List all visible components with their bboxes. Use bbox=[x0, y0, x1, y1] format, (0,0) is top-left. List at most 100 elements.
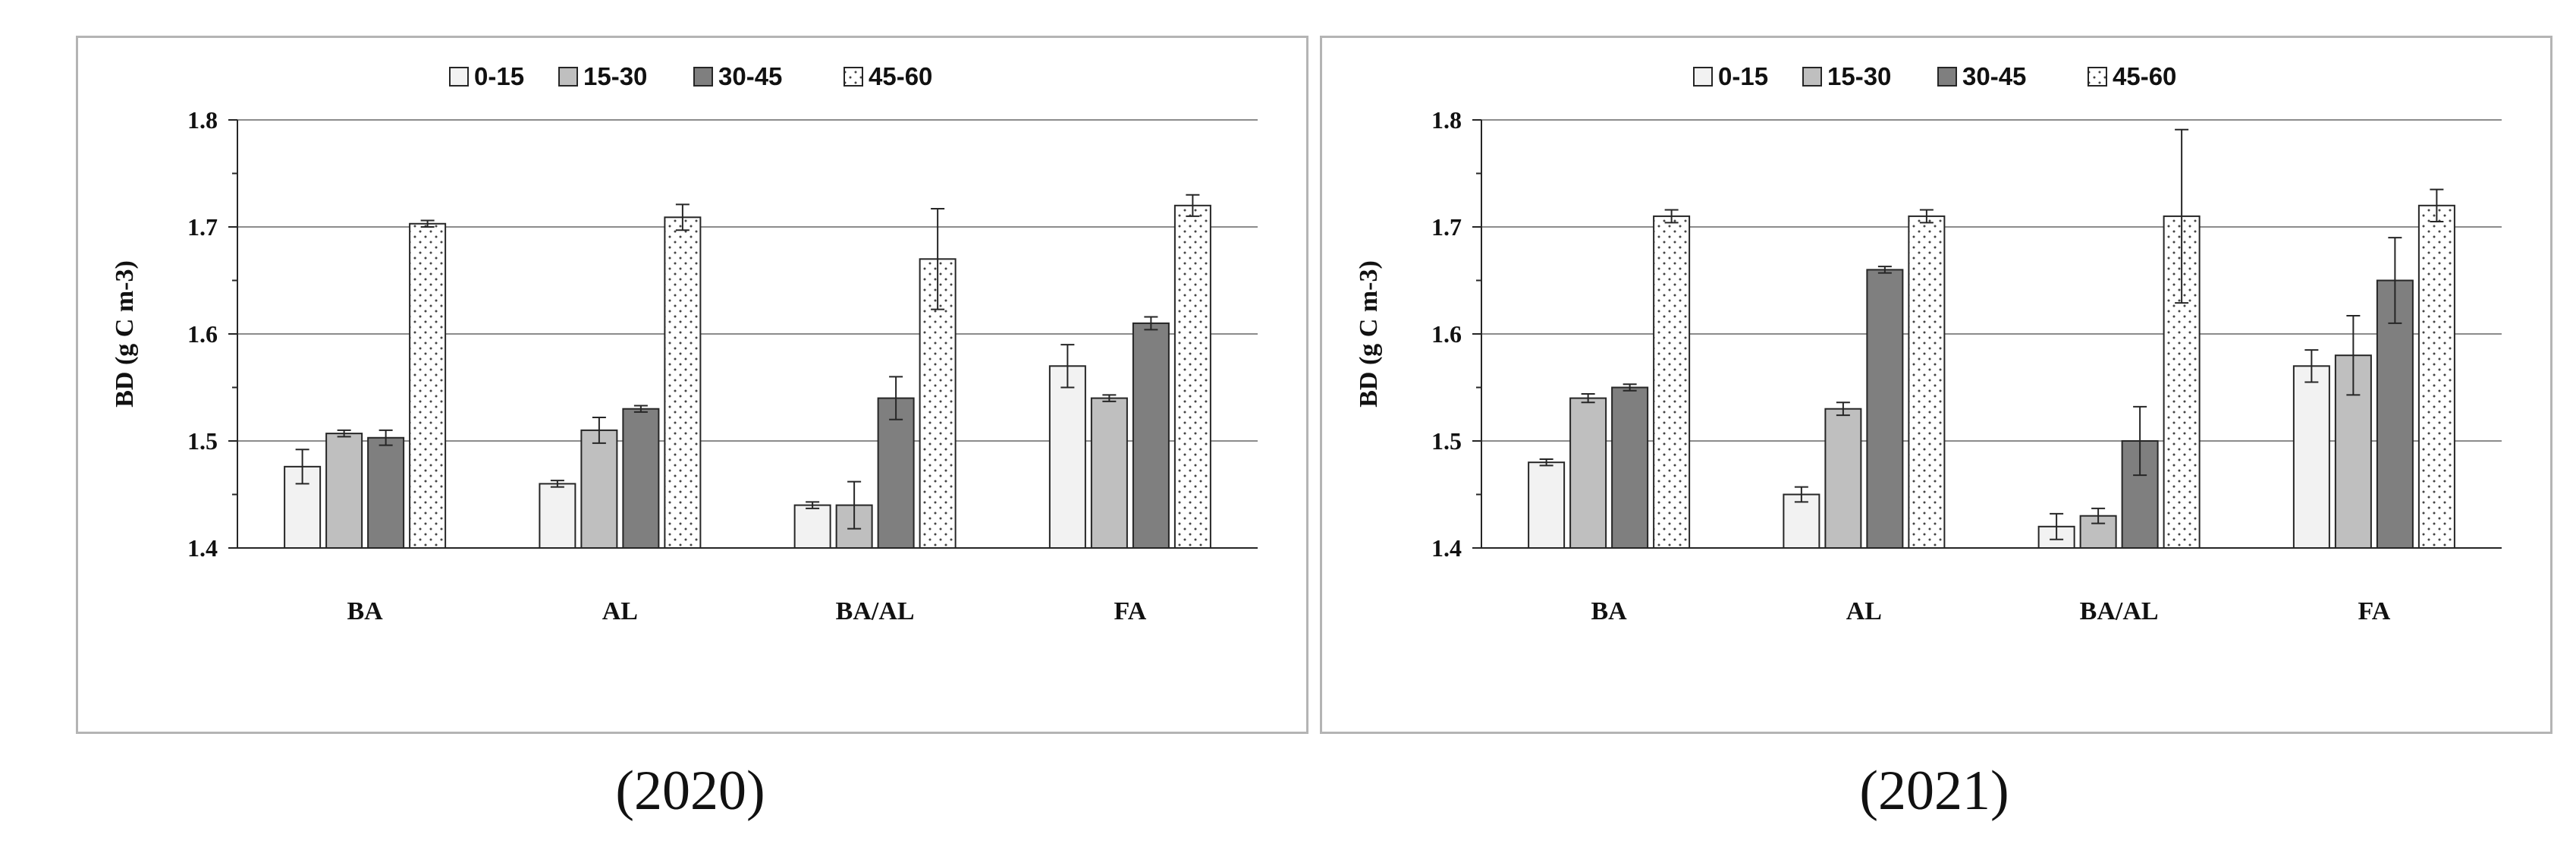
bar-30-45-al bbox=[622, 408, 660, 549]
x-category-label: BA bbox=[1591, 597, 1628, 625]
legend-swatch-0-15 bbox=[1693, 67, 1713, 87]
error-bar-15-30-ba bbox=[337, 429, 351, 438]
legend: 0-15 15-30 30-45 45-60 bbox=[449, 62, 932, 90]
bar-45-60-fa bbox=[1173, 204, 1211, 549]
x-category-label: FA bbox=[1114, 597, 1146, 625]
error-bar-0-15-ba bbox=[295, 449, 309, 485]
bar-0-15-al bbox=[1783, 493, 1820, 549]
error-bar-15-30-fa bbox=[2346, 315, 2361, 396]
error-bar-45-60-ba bbox=[420, 219, 435, 228]
chart-panel-2020: 1.4 1.5 1.6 1.7 1.8 BD (g C m-3) BA AL BA/AL FA 0-… bbox=[76, 36, 1308, 734]
bar-0-15-ba-al bbox=[793, 504, 831, 549]
error-bar-45-60-ba bbox=[1664, 209, 1679, 224]
bar-30-45-al bbox=[1866, 269, 1904, 549]
bar-45-60-ba bbox=[1653, 215, 1691, 549]
error-bar-15-30-al bbox=[592, 416, 606, 444]
error-bar-0-15-al bbox=[1794, 486, 1808, 503]
error-bar-30-45-al bbox=[1877, 266, 1892, 274]
error-bar-45-60-al bbox=[675, 203, 690, 231]
error-bar-45-60-ba-al bbox=[2175, 128, 2189, 304]
chart-caption-2020: (2020) bbox=[615, 760, 765, 822]
error-bar-0-15-ba bbox=[1539, 458, 1553, 467]
legend-label-15-30: 15-30 bbox=[583, 62, 647, 90]
legend-swatch-45-60 bbox=[843, 67, 863, 87]
bar-15-30-ba bbox=[325, 433, 363, 549]
error-bar-15-30-fa bbox=[1102, 394, 1117, 402]
x-category-label: FA bbox=[2358, 597, 2390, 625]
bar-chart-2020: 1.4 1.5 1.6 1.7 1.8 BD (g C m-3) BA AL BA/AL FA 0-… bbox=[111, 62, 1258, 625]
x-category-label: AL bbox=[602, 597, 638, 625]
legend: 0-15 15-30 30-45 45-60 bbox=[1693, 62, 2176, 90]
y-axis-label: BD (g C m-3) bbox=[1355, 260, 1383, 408]
x-category-label: BA/AL bbox=[836, 597, 915, 625]
chart-caption-2021: (2021) bbox=[1859, 760, 2009, 822]
legend-swatch-30-45 bbox=[693, 67, 713, 87]
bar-45-60-ba-al bbox=[919, 258, 957, 549]
y-tick-label: 1.6 bbox=[1431, 320, 1462, 348]
bar-30-45-ba bbox=[367, 436, 405, 549]
bar-15-30-ba bbox=[1569, 397, 1607, 549]
error-bar-15-30-ba-al bbox=[847, 480, 862, 530]
error-bar-15-30-al bbox=[1836, 401, 1850, 417]
legend-swatch-30-45 bbox=[1937, 67, 1957, 87]
bar-45-60-al bbox=[1908, 215, 1946, 549]
bar-30-45-fa bbox=[2376, 279, 2414, 549]
legend-label-15-30: 15-30 bbox=[1827, 62, 1891, 90]
error-bar-30-45-al bbox=[633, 405, 648, 413]
error-bar-0-15-ba-al bbox=[806, 501, 820, 509]
bar-45-60-al bbox=[664, 216, 702, 549]
x-category-label: BA/AL bbox=[2080, 597, 2159, 625]
legend-label-45-60: 45-60 bbox=[869, 62, 932, 90]
y-tick-label: 1.4 bbox=[1431, 534, 1462, 562]
y-tick-label: 1.4 bbox=[187, 534, 218, 562]
bar-chart-2021: 1.4 1.5 1.6 1.7 1.8 BD (g C m-3) BA AL BA/AL FA 0-… bbox=[1355, 62, 2502, 625]
y-tick-label: 1.5 bbox=[187, 427, 218, 455]
error-bar-45-60-fa bbox=[1186, 194, 1200, 217]
legend-swatch-15-30 bbox=[1802, 67, 1822, 87]
bar-0-15-fa bbox=[2292, 365, 2330, 549]
error-bar-45-60-fa bbox=[2430, 188, 2444, 222]
y-tick-label: 1.7 bbox=[1431, 213, 1462, 241]
error-bar-0-15-fa bbox=[1060, 344, 1075, 389]
y-tick-label: 1.8 bbox=[1431, 106, 1462, 134]
error-bar-30-45-ba bbox=[1623, 383, 1637, 392]
bar-30-45-ba bbox=[1611, 386, 1649, 549]
bar-0-15-ba bbox=[1528, 461, 1566, 549]
error-bar-30-45-fa bbox=[2388, 237, 2402, 324]
y-tick-label: 1.6 bbox=[187, 320, 218, 348]
legend-label-0-15: 0-15 bbox=[1718, 62, 1768, 90]
legend-label-45-60: 45-60 bbox=[2113, 62, 2176, 90]
error-bar-30-45-ba-al bbox=[2133, 405, 2147, 477]
legend-swatch-15-30 bbox=[558, 67, 578, 87]
bar-45-60-fa bbox=[2417, 204, 2455, 549]
bar-30-45-ba-al bbox=[877, 397, 915, 549]
legend-label-0-15: 0-15 bbox=[474, 62, 524, 90]
x-category-label: AL bbox=[1846, 597, 1882, 625]
error-bar-15-30-ba bbox=[1581, 392, 1595, 404]
error-bar-0-15-ba-al bbox=[2050, 512, 2064, 540]
bar-45-60-ba bbox=[409, 222, 447, 549]
bar-0-15-al bbox=[539, 483, 576, 549]
y-tick-label: 1.7 bbox=[187, 213, 218, 241]
bar-0-15-fa bbox=[1048, 365, 1086, 549]
error-bar-0-15-al bbox=[550, 480, 564, 488]
legend-swatch-45-60 bbox=[2088, 67, 2107, 87]
legend-label-30-45: 30-45 bbox=[718, 62, 782, 90]
bar-30-45-fa bbox=[1132, 322, 1170, 549]
y-tick-label: 1.5 bbox=[1431, 427, 1462, 455]
error-bar-45-60-al bbox=[1919, 209, 1934, 224]
bar-15-30-al bbox=[1824, 408, 1862, 549]
error-bar-0-15-fa bbox=[2304, 349, 2319, 383]
bar-15-30-fa bbox=[1090, 397, 1128, 549]
x-category-label: BA bbox=[347, 597, 384, 625]
error-bar-30-45-ba-al bbox=[889, 376, 903, 420]
y-tick-label: 1.8 bbox=[187, 106, 218, 134]
error-bar-30-45-fa bbox=[1144, 316, 1158, 331]
error-bar-45-60-ba-al bbox=[931, 208, 945, 310]
chart-panel-2021: 1.4 1.5 1.6 1.7 1.8 BD (g C m-3) BA AL BA/AL FA 0-… bbox=[1320, 36, 2552, 734]
error-bar-30-45-ba bbox=[379, 429, 393, 446]
bar-15-30-al bbox=[580, 429, 618, 549]
legend-label-30-45: 30-45 bbox=[1962, 62, 2026, 90]
y-axis-label: BD (g C m-3) bbox=[111, 260, 139, 408]
legend-swatch-0-15 bbox=[449, 67, 469, 87]
